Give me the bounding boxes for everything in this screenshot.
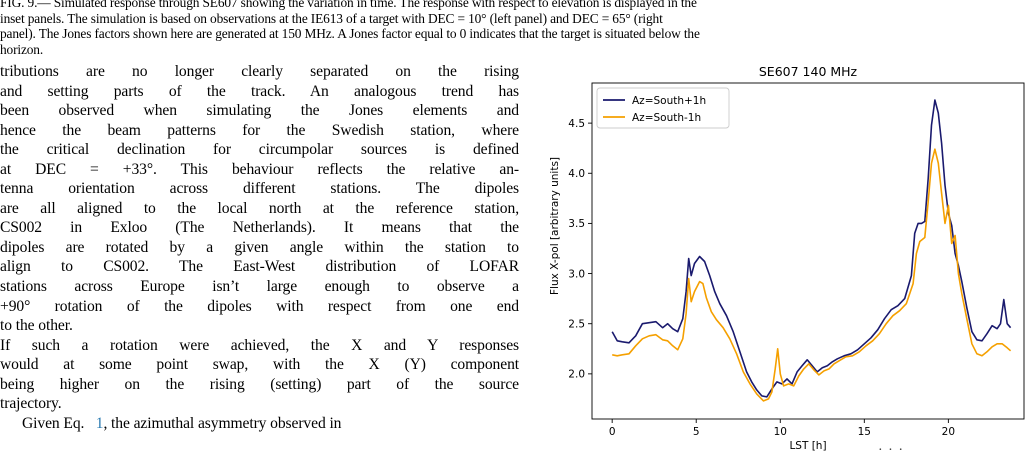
body-line: dipoles are rotated by a given angle wit…: [0, 238, 519, 256]
x-axis-label: LST [h]: [789, 440, 826, 452]
body-line: and setting parts of the track. An analo…: [0, 82, 519, 100]
x-tick-label: 5: [693, 426, 700, 438]
equation-reference-link[interactable]: 1: [95, 414, 104, 432]
body-line: align to CS002. The East-West distributi…: [0, 258, 519, 276]
body-line: are all aligned to the local north at th…: [0, 199, 519, 217]
caption-line: panel). The Jones factors shown here are…: [0, 26, 700, 42]
page-fragment: · · ·: [878, 443, 904, 458]
body-line: hence the beam patterns for the Swedish …: [0, 121, 519, 139]
body-text-column: tributions are no longer clearly separat…: [0, 62, 519, 433]
plot-frame: [591, 82, 1025, 420]
body-line: trajectory.: [0, 395, 62, 413]
legend-entry-2: Az=South-1h: [632, 112, 701, 124]
body-line-last: Given Eq. 1, the azimuthal asymmetry obs…: [0, 414, 519, 434]
y-tick-label: 2.5: [568, 319, 585, 331]
body-line-suffix: , the azimuthal asymmetry observed in: [103, 414, 342, 432]
x-tick-label: 0: [609, 426, 616, 438]
body-line: to the other.: [0, 317, 73, 335]
legend-entry-1: Az=South+1h: [632, 95, 706, 107]
series-line-1: [611, 99, 1012, 398]
y-tick-label: 2.0: [568, 369, 585, 381]
body-line: CS002 in Exloo (The Netherlands). It mea…: [0, 219, 519, 237]
y-tick-label: 4.0: [568, 168, 585, 180]
body-line: the critical declination for circumpolar…: [0, 141, 519, 159]
y-axis-label: Flux X-pol [arbitrary units]: [549, 157, 561, 295]
line-chart: SE607 140 MHz 0 5 10 15 20 2.0 2.5 3.0 3.5 4.0 4.5 L…: [549, 64, 1025, 452]
caption-line: FIG. 9.— Simulated response through SE60…: [0, 0, 697, 10]
body-line: If such a rotation were achieved, the X …: [0, 336, 519, 354]
y-tick-label: 4.5: [568, 118, 585, 130]
body-line: at DEC = +33°. This behaviour reflects t…: [0, 160, 519, 178]
y-tick-label: 3.5: [568, 218, 585, 230]
figure-panel: SE607 140 MHz 0 5 10 15 20 2.0 2.5 3.0 3.5 4.0 4.5 L…: [540, 56, 1035, 460]
figure-caption: FIG. 9.— Simulated response through SE60…: [0, 0, 1033, 57]
body-line: stations across Europe isn’t large enoug…: [0, 278, 519, 296]
y-tick-label: 3.0: [568, 268, 585, 280]
caption-line: horizon.: [0, 41, 44, 57]
x-tick-label: 15: [858, 426, 871, 438]
body-line: tributions are no longer clearly separat…: [0, 63, 519, 80]
body-line: would at some point swap, with the X (Y)…: [0, 356, 519, 374]
body-line: being higher on the rising (setting) par…: [0, 375, 519, 393]
body-line: tenna orientation across different stati…: [0, 180, 519, 198]
x-tick-label: 10: [774, 426, 787, 438]
body-line-prefix: Given Eq.: [22, 414, 85, 432]
body-line: +90° rotation of the dipoles with respec…: [0, 297, 519, 315]
caption-line: inset panels. The simulation is based on…: [0, 10, 663, 26]
legend-box: [596, 87, 730, 129]
x-tick-label: 20: [942, 426, 955, 438]
body-paragraph: tributions are no longer clearly separat…: [0, 62, 519, 433]
body-line: been observed when simulating the Jones …: [0, 102, 519, 120]
series-line-2: [612, 148, 1012, 402]
chart-title: SE607 140 MHz: [759, 64, 858, 79]
